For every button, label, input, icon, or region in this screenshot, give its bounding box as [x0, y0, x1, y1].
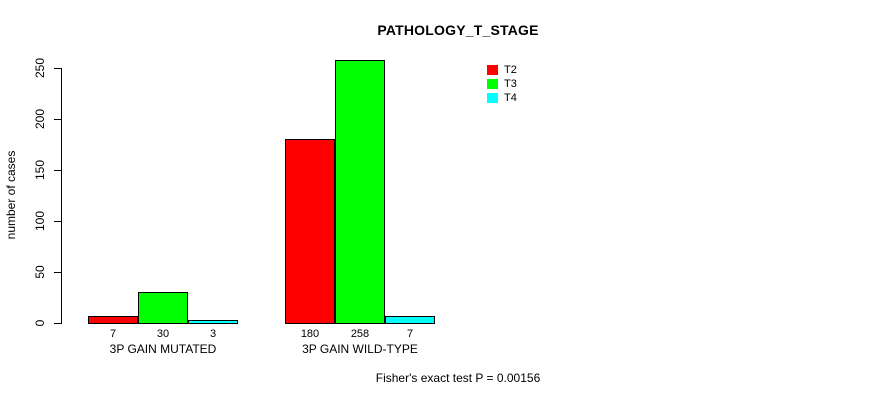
y-tick-mark — [54, 119, 61, 120]
annotation-fisher-test: Fisher's exact test P = 0.00156 — [375, 371, 541, 385]
legend: T2 T3 T4 — [487, 63, 517, 105]
legend-swatch-icon — [487, 93, 498, 103]
bar-value-label: 180 — [300, 328, 320, 340]
legend-label: T2 — [504, 64, 517, 76]
y-axis-line — [61, 68, 62, 324]
y-axis-title: number of cases — [4, 150, 18, 240]
category-label: 3P GAIN WILD-TYPE — [302, 342, 418, 356]
bar-value-label: 258 — [350, 328, 370, 340]
y-tick-label: 50 — [33, 265, 47, 279]
bar-value-label: 3 — [209, 328, 217, 340]
y-tick-label: 250 — [33, 57, 47, 79]
y-tick-mark — [54, 272, 61, 273]
bar-t2-2 — [285, 139, 335, 324]
y-tick-label: 100 — [33, 210, 47, 232]
bar-value-label: 7 — [109, 328, 117, 340]
legend-label: T4 — [504, 92, 517, 104]
legend-label: T3 — [504, 78, 517, 90]
y-tick-mark — [54, 68, 61, 69]
bar-value-label: 7 — [406, 328, 414, 340]
y-tick-label: 200 — [33, 108, 47, 130]
bar-t4-1 — [188, 320, 238, 324]
legend-item-t4: T4 — [487, 91, 517, 105]
legend-swatch-icon — [487, 65, 498, 75]
y-tick-label: 150 — [33, 159, 47, 181]
y-tick-label: 0 — [33, 319, 47, 327]
y-tick-mark — [54, 323, 61, 324]
legend-item-t3: T3 — [487, 77, 517, 91]
chart-title: PATHOLOGY_T_STAGE — [377, 22, 539, 38]
bar-t3-1 — [138, 292, 188, 324]
category-label: 3P GAIN MUTATED — [109, 342, 217, 356]
bar-value-label: 30 — [156, 328, 170, 340]
y-tick-mark — [54, 221, 61, 222]
bar-t3-2 — [335, 60, 385, 324]
legend-item-t2: T2 — [487, 63, 517, 77]
bar-t2-1 — [88, 316, 138, 324]
legend-swatch-icon — [487, 79, 498, 89]
y-tick-mark — [54, 170, 61, 171]
bar-t4-2 — [385, 316, 435, 324]
